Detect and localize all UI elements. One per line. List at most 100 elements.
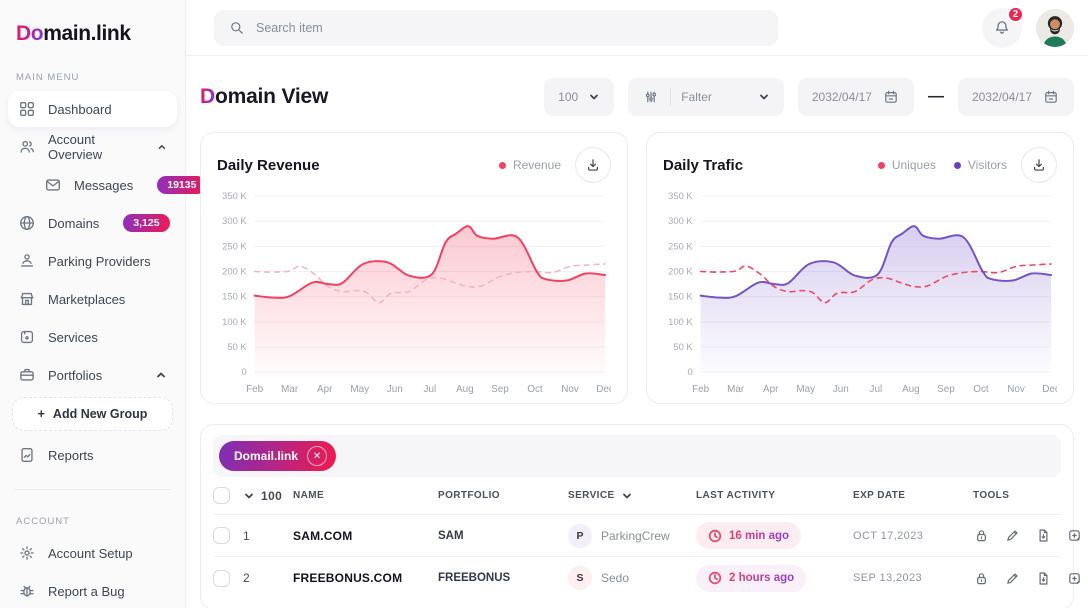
y-tick-label: 350 K: [222, 190, 247, 201]
exp-date: SEP 13,2023: [853, 572, 923, 584]
add-new-group-button[interactable]: + Add New Group: [12, 397, 173, 431]
download-icon: [588, 159, 598, 171]
pencil-icon: [1007, 530, 1018, 541]
remove-tag-button[interactable]: ✕: [307, 446, 328, 466]
column-header-name[interactable]: NAME: [293, 490, 325, 501]
sidebar-item-dashboard[interactable]: Dashboard: [8, 91, 177, 127]
main-area: 2 Domain View: [186, 0, 1088, 608]
x-tick-label: Mar: [727, 384, 745, 395]
legend-dot: [877, 161, 885, 169]
date-range-separator: —: [927, 88, 944, 105]
x-tick-label: Oct: [527, 384, 543, 395]
date-to-picker[interactable]: 2032/04/17: [957, 78, 1074, 116]
chevron-down-icon[interactable]: [243, 490, 255, 502]
date-from-picker[interactable]: 2032/04/17: [797, 78, 914, 116]
row-checkbox[interactable]: [213, 569, 230, 587]
section-main-menu: MAIN MENU: [16, 72, 80, 83]
chart-title: Daily Trafic: [663, 156, 744, 174]
x-tick-label: Oct: [973, 384, 989, 395]
sidebar-item-label: Account Setup: [48, 545, 133, 561]
topbar: 2: [186, 0, 1088, 56]
gear-icon: [20, 546, 34, 560]
sidebar-item-domains[interactable]: Domains 3,125: [8, 205, 177, 241]
sidebar-item-report-a-bug[interactable]: Report a Bug: [8, 573, 177, 608]
y-tick-label: 100 K: [668, 316, 693, 327]
lock-button[interactable]: [973, 527, 990, 544]
legend-item: Visitors: [953, 158, 1007, 172]
user-avatar[interactable]: [1036, 8, 1074, 47]
chevron-down-icon: [622, 493, 631, 498]
add-note-button[interactable]: [1066, 570, 1083, 587]
sidebar-item-portfolios[interactable]: Portfolios: [8, 357, 177, 393]
notifications-button[interactable]: 2: [982, 5, 1024, 48]
series-visitors: [699, 225, 1053, 299]
column-header-service[interactable]: SERVICE: [568, 490, 696, 502]
storefront-icon: [20, 292, 34, 306]
sidebar-item-messages[interactable]: Messages 19135: [8, 167, 207, 203]
page-title: Domain View: [200, 85, 328, 109]
file-download-icon: [1039, 571, 1048, 585]
file-download-button[interactable]: [1035, 527, 1052, 544]
domains-table-card: Domail.link ✕ 100 NAME PORTFOLIO SERVICE: [200, 424, 1080, 608]
edit-button[interactable]: [1004, 527, 1021, 544]
filter-tag-bar: Domail.link ✕: [213, 435, 1061, 477]
daily-revenue-chart: 350 K 300 K 250 K 200 K 150 K 100 K 50 K 0 Feb Ma…: [217, 187, 614, 404]
filter-dropdown[interactable]: Falter: [628, 78, 784, 116]
notification-count-badge: 2: [1007, 5, 1024, 23]
sidebar-item-services[interactable]: Services: [8, 319, 177, 355]
sidebar-item-label: Marketplaces: [48, 291, 126, 307]
y-tick-label: 250 K: [668, 240, 693, 251]
chart-legend: Uniques Visitors: [877, 158, 1007, 172]
x-tick-label: Feb: [692, 384, 710, 395]
sidebar-item-label: Parking Providers: [48, 253, 151, 269]
x-tick-label: Apr: [317, 384, 333, 395]
table-row[interactable]: 1 SAM.COM SAM P ParkingCrew 16 min ago O…: [213, 515, 1080, 557]
add-group-label: Add New Group: [52, 407, 148, 421]
lock-button[interactable]: [973, 570, 990, 587]
sidebar-item-account-setup[interactable]: Account Setup: [8, 535, 177, 571]
logo-suffix: main.link: [43, 22, 131, 45]
sidebar-item-label: Messages: [74, 177, 134, 193]
add-note-button[interactable]: [1066, 527, 1083, 544]
briefcase-icon: [20, 368, 34, 381]
page-content: Domain View 100 Falter 203: [186, 56, 1088, 608]
x-tick-label: Dec: [596, 384, 611, 395]
y-tick-label: 300 K: [222, 215, 247, 226]
page-header: Domain View 100 Falter 203: [200, 78, 1074, 116]
column-header-portfolio[interactable]: PORTFOLIO: [438, 490, 500, 501]
file-download-button[interactable]: [1035, 570, 1052, 587]
x-tick-label: May: [796, 384, 815, 395]
select-all-checkbox[interactable]: [213, 487, 230, 504]
chevron-down-icon: [759, 94, 768, 100]
edit-button[interactable]: [1004, 570, 1021, 587]
per-page-dropdown[interactable]: 100: [544, 78, 615, 116]
search-bar[interactable]: [214, 9, 778, 46]
sidebar-item-reports[interactable]: Reports: [8, 437, 177, 473]
date-from-value: 2032/04/17: [811, 90, 872, 104]
sidebar-item-account-overview[interactable]: Account Overview: [8, 129, 177, 165]
column-header-exp-date[interactable]: EXP DATE: [853, 490, 906, 501]
search-input[interactable]: [256, 20, 764, 35]
filter-tag[interactable]: Domail.link ✕: [219, 441, 337, 471]
bug-icon: [20, 585, 34, 597]
x-tick-label: Jul: [424, 384, 437, 395]
bell-icon: [995, 20, 1009, 34]
y-tick-label: 50 K: [673, 341, 693, 352]
download-button[interactable]: [575, 147, 611, 183]
download-button[interactable]: [1021, 147, 1057, 183]
sidebar-item-label: Dashboard: [48, 101, 112, 117]
x-tick-label: Nov: [1007, 384, 1025, 395]
x-tick-label: Nov: [561, 384, 579, 395]
row-checkbox[interactable]: [213, 527, 230, 544]
chevron-up-icon: [158, 145, 166, 149]
column-header-last-activity[interactable]: LAST ACTIVITY: [696, 490, 776, 501]
sidebar-item-parking-providers[interactable]: Parking Providers: [8, 243, 177, 279]
chart-title: Daily Revenue: [217, 156, 320, 174]
x-tick-label: Apr: [763, 384, 779, 395]
x-tick-label: Sep: [937, 384, 955, 395]
table-row[interactable]: 2 FREEBONUS.COM FREEBONUS S Sedo 2 hours…: [213, 557, 1080, 599]
service-name: Sedo: [601, 571, 630, 585]
sidebar-item-marketplaces[interactable]: Marketplaces: [8, 281, 177, 317]
